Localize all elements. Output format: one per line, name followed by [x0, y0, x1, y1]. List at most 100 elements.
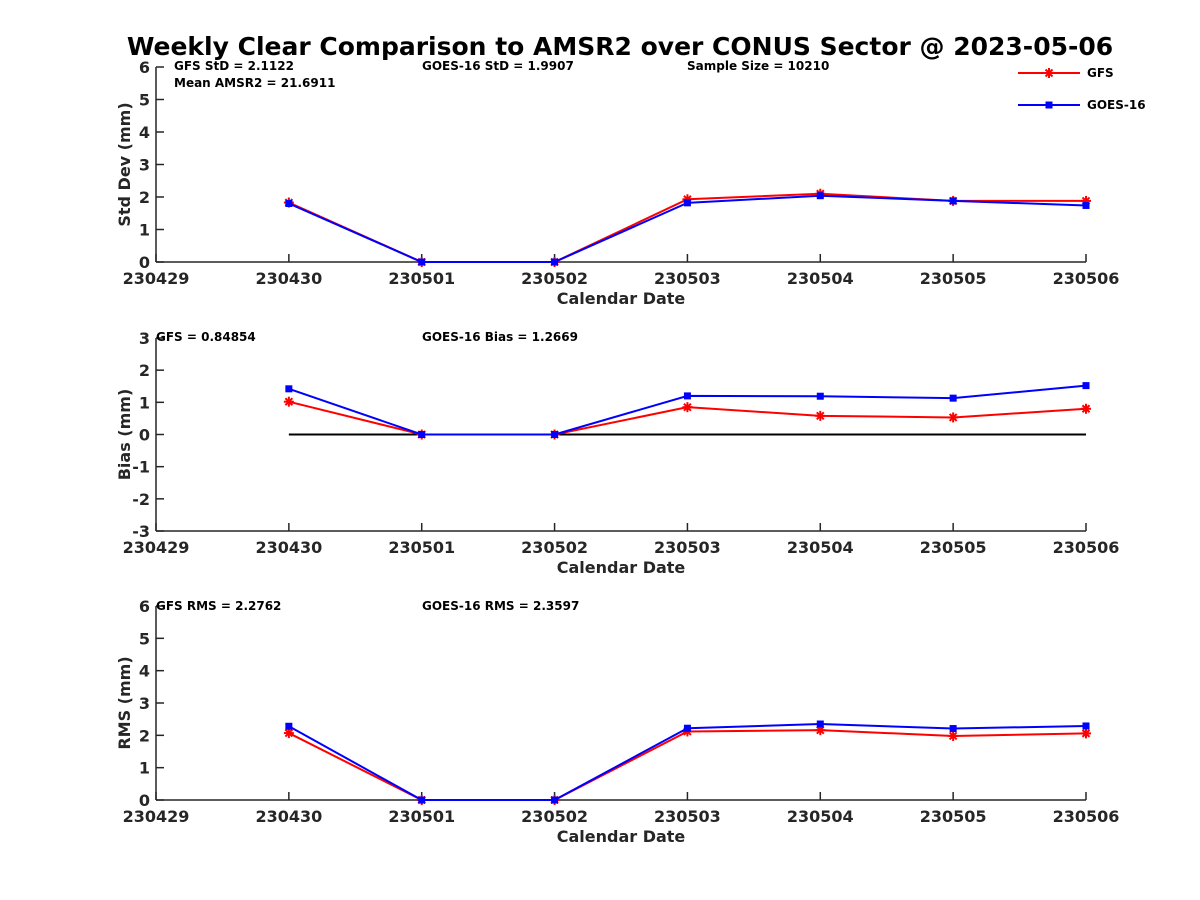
panel-rms: 0 1 2 3 4 5 6 230429 230430 230501 230502 230503 230…: [115, 597, 1119, 846]
data-point: [418, 431, 426, 438]
series-goes-16: [285, 720, 1090, 804]
chart-title: Weekly Clear Comparison to AMSR2 over CO…: [127, 32, 1113, 61]
x-tick-label: 230503: [654, 538, 721, 557]
series-line: [288, 729, 1087, 801]
y-tick-label: 5: [139, 91, 150, 110]
x-tick-label: 230430: [255, 538, 322, 557]
y-tick-label: 2: [139, 726, 150, 745]
data-point: [949, 394, 957, 402]
data-point: [418, 258, 426, 266]
y-tick-label: -1: [132, 458, 150, 477]
data-point: [683, 199, 691, 207]
series-goes-16: [285, 192, 1090, 266]
x-tick-label: 230429: [123, 269, 190, 288]
data-point: [551, 796, 559, 804]
series-goes-16: [285, 382, 1090, 438]
x-tick-label: 230430: [255, 807, 322, 826]
legend-entry-goes-16: GOES-16: [1018, 98, 1146, 112]
x-axis-label: Calendar Date: [557, 289, 686, 308]
data-point: [1081, 728, 1091, 739]
data-point: [816, 192, 824, 200]
x-tick-label: 230429: [123, 538, 190, 557]
data-point: [816, 392, 824, 400]
y-tick-label: 0: [139, 791, 150, 810]
y-tick-label: 3: [139, 329, 150, 348]
data-point: [816, 720, 824, 728]
data-point: [1082, 382, 1090, 390]
data-point: [285, 200, 293, 207]
x-axis-label: Calendar Date: [557, 827, 686, 846]
y-tick-label: -2: [132, 490, 150, 509]
legend-marker: [1045, 101, 1053, 109]
annotation: GFS = 0.84854: [156, 330, 256, 344]
x-tick-label: 230506: [1053, 538, 1120, 557]
data-point: [1081, 403, 1091, 414]
y-axis-label: Std Dev (mm): [115, 102, 134, 226]
data-point: [683, 724, 691, 732]
series-gfs: [283, 396, 1091, 440]
y-axis-label: RMS (mm): [115, 656, 134, 749]
y-tick-label: 6: [139, 58, 150, 77]
y-axis-label: Bias (mm): [115, 389, 134, 481]
y-tick-label: 5: [139, 629, 150, 648]
data-point: [1082, 722, 1090, 730]
x-tick-label: 230506: [1053, 269, 1120, 288]
data-point: [551, 258, 559, 266]
y-tick-label: 4: [139, 123, 150, 142]
legend-label: GOES-16: [1087, 98, 1146, 112]
legend: GFS GOES-16: [1018, 66, 1146, 112]
annotation: GOES-16 RMS = 2.3597: [422, 599, 579, 613]
data-point: [948, 412, 959, 423]
data-point: [285, 722, 293, 730]
x-tick-label: 230501: [388, 807, 455, 826]
x-axis-label: Calendar Date: [557, 558, 686, 577]
annotation: GFS RMS = 2.2762: [156, 599, 281, 613]
data-point: [683, 392, 691, 400]
y-tick-label: 0: [139, 426, 150, 445]
panel-std: 0 1 2 3 4 5 6 230429 230430 230501 230502 230503 230…: [115, 58, 1119, 308]
x-tick-label: 230506: [1053, 807, 1120, 826]
x-tick-label: 230501: [388, 538, 455, 557]
data-point: [948, 730, 959, 741]
y-tick-label: 0: [139, 253, 150, 272]
y-tick-label: 4: [139, 662, 150, 681]
x-tick-label: 230505: [920, 269, 987, 288]
x-tick-label: 230504: [787, 807, 854, 826]
data-point: [815, 410, 826, 421]
data-point: [551, 431, 559, 438]
x-tick-label: 230501: [388, 269, 455, 288]
annotation: Mean AMSR2 = 21.6911: [174, 76, 335, 90]
data-point: [949, 197, 957, 205]
data-point: [418, 796, 426, 804]
annotation: Sample Size = 10210: [687, 59, 829, 73]
x-tick-label: 230505: [920, 807, 987, 826]
annotation: GOES-16 Bias = 1.2669: [422, 330, 578, 344]
legend-entry-gfs: GFS: [1018, 66, 1114, 80]
y-tick-label: 6: [139, 597, 150, 616]
y-tick-label: 1: [139, 759, 150, 778]
annotation: GFS StD = 2.1122: [174, 59, 294, 73]
x-tick-label: 230505: [920, 538, 987, 557]
data-point: [283, 396, 294, 407]
x-tick-label: 230503: [654, 269, 721, 288]
x-tick-label: 230429: [123, 807, 190, 826]
legend-marker: [1044, 68, 1054, 78]
data-point: [682, 402, 693, 413]
data-point: [949, 725, 957, 733]
x-tick-label: 230430: [255, 269, 322, 288]
y-tick-label: 1: [139, 221, 150, 240]
x-tick-label: 230504: [787, 538, 854, 557]
data-point: [1082, 201, 1090, 209]
x-tick-label: 230502: [521, 807, 588, 826]
y-tick-label: 2: [139, 188, 150, 207]
y-tick-label: -3: [132, 522, 150, 541]
annotation: GOES-16 StD = 1.9907: [422, 59, 574, 73]
data-point: [285, 385, 293, 393]
legend-label: GFS: [1087, 66, 1114, 80]
x-tick-label: 230504: [787, 269, 854, 288]
panel-bias: -3 -2 -1 0 1 2 3 230429 230430 230501 230502 230503…: [115, 329, 1119, 577]
y-tick-label: 2: [139, 361, 150, 380]
y-tick-label: 3: [139, 156, 150, 175]
